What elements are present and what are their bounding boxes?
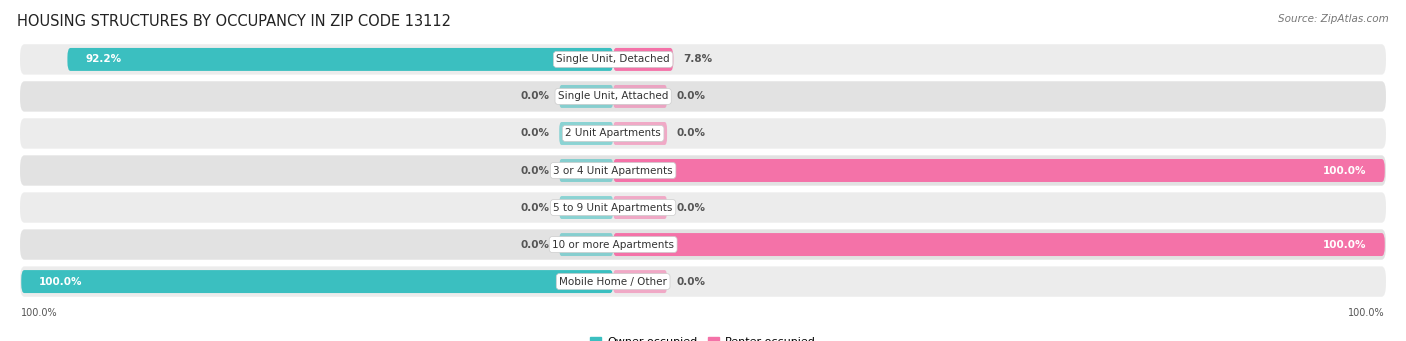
Text: HOUSING STRUCTURES BY OCCUPANCY IN ZIP CODE 13112: HOUSING STRUCTURES BY OCCUPANCY IN ZIP C…: [17, 14, 451, 29]
FancyBboxPatch shape: [613, 196, 666, 219]
Text: 2 Unit Apartments: 2 Unit Apartments: [565, 129, 661, 138]
Text: 0.0%: 0.0%: [676, 277, 706, 286]
FancyBboxPatch shape: [20, 44, 1386, 75]
Text: 0.0%: 0.0%: [676, 91, 706, 102]
FancyBboxPatch shape: [613, 122, 666, 145]
FancyBboxPatch shape: [560, 196, 613, 219]
Text: Mobile Home / Other: Mobile Home / Other: [560, 277, 666, 286]
Text: 100.0%: 100.0%: [1348, 308, 1385, 318]
FancyBboxPatch shape: [21, 270, 613, 293]
Text: 7.8%: 7.8%: [683, 55, 711, 64]
Text: Source: ZipAtlas.com: Source: ZipAtlas.com: [1278, 14, 1389, 24]
Text: 0.0%: 0.0%: [676, 129, 706, 138]
Text: 0.0%: 0.0%: [520, 165, 550, 176]
FancyBboxPatch shape: [560, 233, 613, 256]
FancyBboxPatch shape: [613, 48, 673, 71]
Text: Single Unit, Attached: Single Unit, Attached: [558, 91, 668, 102]
Legend: Owner-occupied, Renter-occupied: Owner-occupied, Renter-occupied: [586, 332, 820, 341]
FancyBboxPatch shape: [613, 85, 666, 108]
Text: 3 or 4 Unit Apartments: 3 or 4 Unit Apartments: [554, 165, 673, 176]
FancyBboxPatch shape: [20, 266, 1386, 297]
Text: 92.2%: 92.2%: [86, 55, 121, 64]
FancyBboxPatch shape: [613, 159, 1385, 182]
Text: 100.0%: 100.0%: [21, 308, 58, 318]
FancyBboxPatch shape: [20, 229, 1386, 260]
Text: 0.0%: 0.0%: [520, 239, 550, 250]
FancyBboxPatch shape: [20, 81, 1386, 112]
FancyBboxPatch shape: [560, 85, 613, 108]
Text: Single Unit, Detached: Single Unit, Detached: [557, 55, 669, 64]
Text: 0.0%: 0.0%: [520, 129, 550, 138]
FancyBboxPatch shape: [613, 270, 666, 293]
Text: 100.0%: 100.0%: [1323, 239, 1367, 250]
Text: 100.0%: 100.0%: [39, 277, 83, 286]
FancyBboxPatch shape: [613, 233, 1385, 256]
Text: 100.0%: 100.0%: [1323, 165, 1367, 176]
FancyBboxPatch shape: [560, 122, 613, 145]
Text: 5 to 9 Unit Apartments: 5 to 9 Unit Apartments: [554, 203, 673, 212]
FancyBboxPatch shape: [560, 159, 613, 182]
FancyBboxPatch shape: [20, 192, 1386, 223]
Text: 0.0%: 0.0%: [520, 91, 550, 102]
FancyBboxPatch shape: [20, 118, 1386, 149]
Text: 0.0%: 0.0%: [520, 203, 550, 212]
Text: 0.0%: 0.0%: [676, 203, 706, 212]
FancyBboxPatch shape: [20, 155, 1386, 186]
FancyBboxPatch shape: [67, 48, 613, 71]
Text: 10 or more Apartments: 10 or more Apartments: [553, 239, 673, 250]
